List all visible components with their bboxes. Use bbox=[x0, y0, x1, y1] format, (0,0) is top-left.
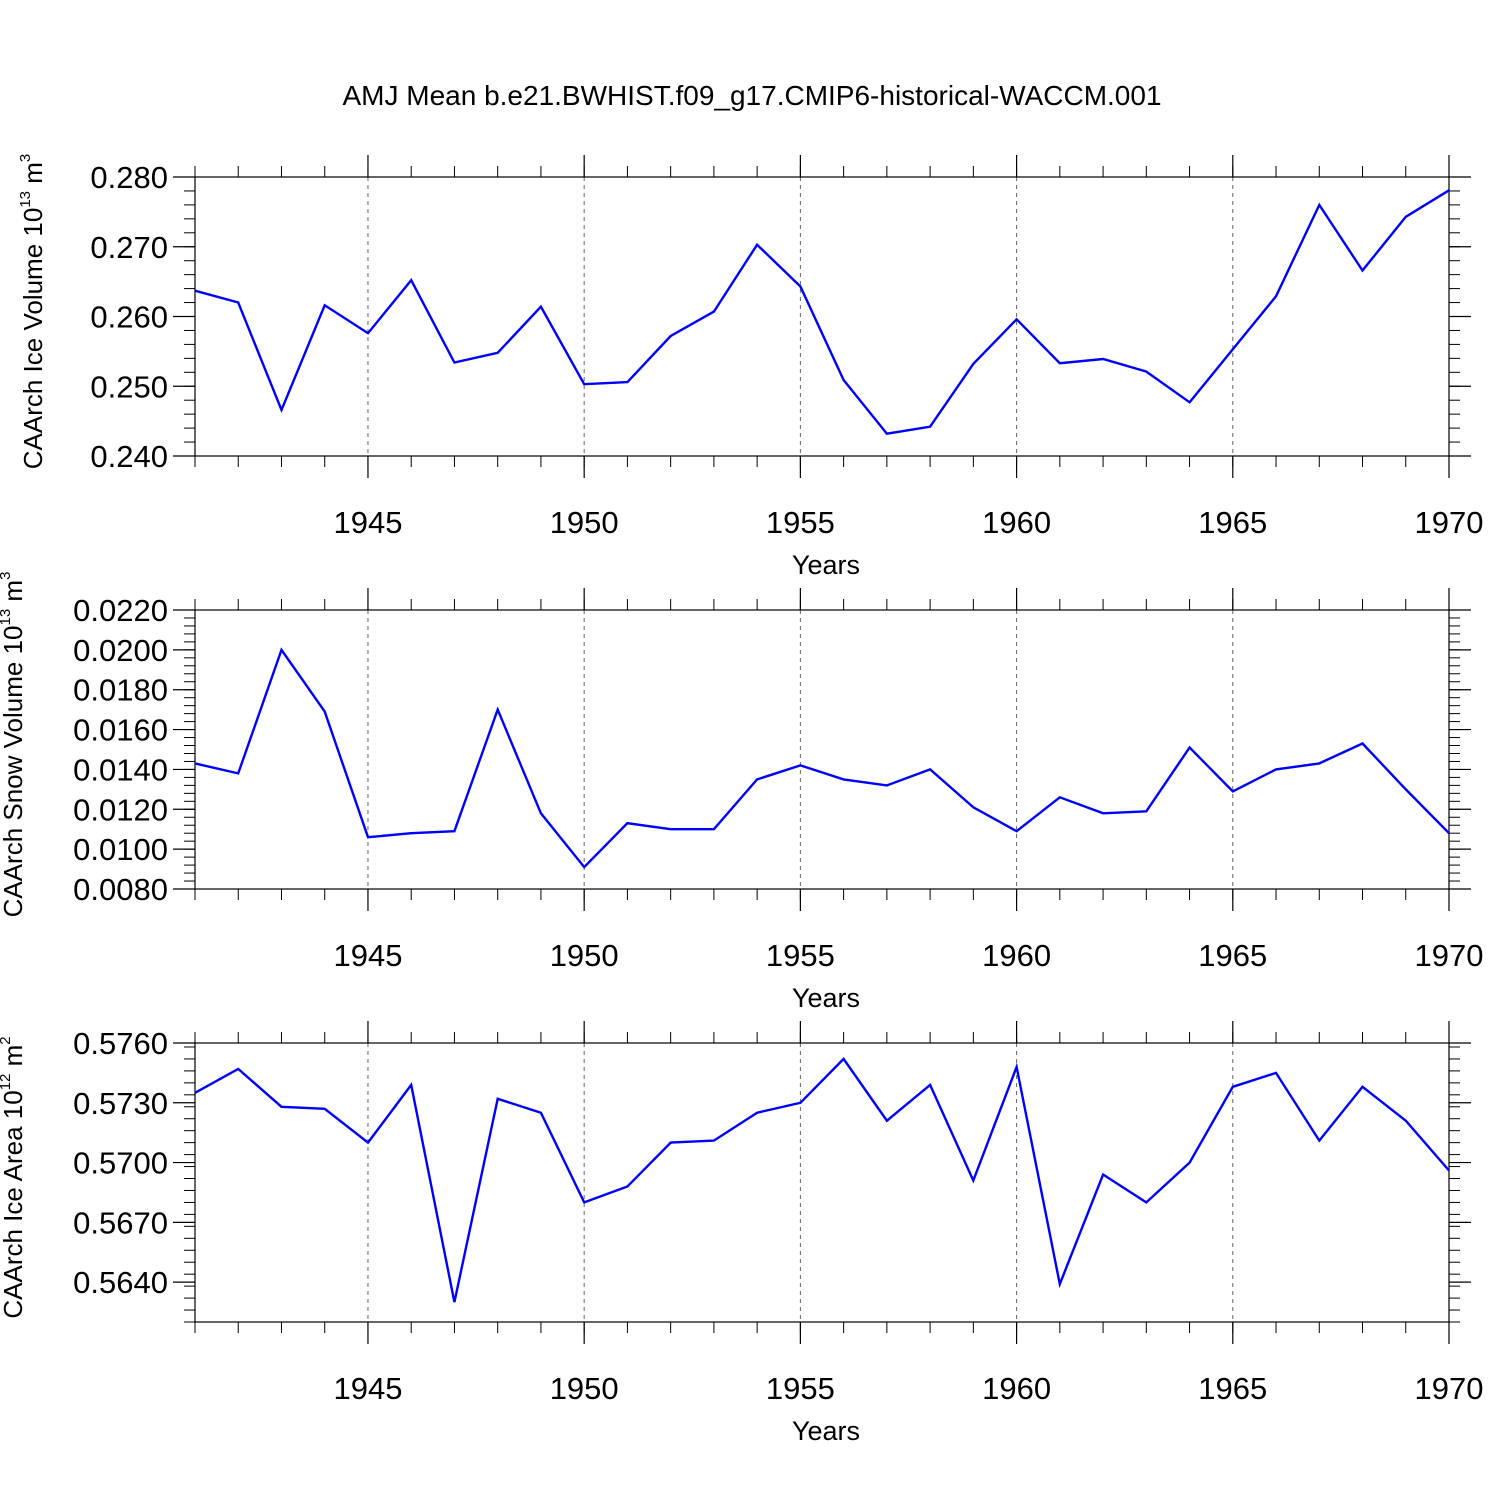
y-tick-label: 0.270 bbox=[90, 230, 168, 265]
y-tick-label: 0.0160 bbox=[73, 713, 168, 748]
y-axis-label: CAArch Snow Volume 1013 m3 bbox=[0, 572, 28, 918]
x-tick-label: 1945 bbox=[333, 505, 402, 540]
series-line bbox=[194, 189, 1450, 435]
x-tick-label: 1970 bbox=[1415, 1371, 1484, 1406]
y-tick-label: 0.5730 bbox=[73, 1086, 168, 1121]
x-tick-label: 1965 bbox=[1198, 505, 1267, 540]
y-tick-label: 0.250 bbox=[90, 369, 168, 404]
y-tick-label: 0.5670 bbox=[73, 1205, 168, 1240]
x-axis-label: Years bbox=[792, 1416, 860, 1446]
series-line bbox=[194, 647, 1450, 869]
x-tick-label: 1960 bbox=[982, 938, 1051, 973]
y-tick-label: 0.0080 bbox=[73, 872, 168, 907]
y-tick-label: 0.0140 bbox=[73, 752, 168, 787]
x-tick-label: 1955 bbox=[766, 1371, 835, 1406]
x-tick-label: 1950 bbox=[550, 505, 619, 540]
figure-title: AMJ Mean b.e21.BWHIST.f09_g17.CMIP6-hist… bbox=[342, 80, 1161, 111]
x-tick-label: 1955 bbox=[766, 938, 835, 973]
y-axis-label: CAArch Ice Area 1012 m2 bbox=[0, 1036, 28, 1318]
y-tick-label: 0.0220 bbox=[73, 593, 168, 628]
panel-1: 1945 1950 1955 1960 1965 1970 0.240 0.250 0.260 0… bbox=[17, 154, 1483, 580]
y-tick-label: 0.0100 bbox=[73, 832, 168, 867]
x-axis-label: Years bbox=[792, 983, 860, 1013]
y-tick-label: 0.260 bbox=[90, 300, 168, 335]
y-tick-label: 0.0200 bbox=[73, 633, 168, 668]
y-tick-label: 0.240 bbox=[90, 439, 168, 474]
panels: 1945 1950 1955 1960 1965 1970 0.240 0.250 0.260 0… bbox=[0, 154, 1483, 1446]
x-tick-label: 1945 bbox=[333, 938, 402, 973]
plot-frame bbox=[194, 1042, 1450, 1323]
x-tick-label: 1960 bbox=[982, 1371, 1051, 1406]
panel-3: 1945 1950 1955 1960 1965 1970 0.5640 0.5670 0.57… bbox=[0, 1021, 1483, 1446]
x-tick-label: 1960 bbox=[982, 505, 1051, 540]
y-tick-label: 0.5700 bbox=[73, 1146, 168, 1181]
x-tick-label: 1950 bbox=[550, 1371, 619, 1406]
x-tick-label: 1970 bbox=[1415, 505, 1484, 540]
x-tick-label: 1965 bbox=[1198, 938, 1267, 973]
y-tick-label: 0.0180 bbox=[73, 673, 168, 708]
y-tick-label: 0.0120 bbox=[73, 792, 168, 827]
x-tick-label: 1970 bbox=[1415, 938, 1484, 973]
series-line bbox=[194, 1057, 1450, 1303]
y-tick-label: 0.5760 bbox=[73, 1026, 168, 1061]
plot-frame bbox=[194, 609, 1450, 890]
y-tick-label: 0.5640 bbox=[73, 1265, 168, 1300]
plot-frame bbox=[194, 176, 1450, 457]
x-tick-label: 1945 bbox=[333, 1371, 402, 1406]
y-tick-label: 0.280 bbox=[90, 160, 168, 195]
panel-2: 1945 1950 1955 1960 1965 1970 0.0080 0.0100 0.01… bbox=[0, 572, 1483, 1013]
x-tick-label: 1955 bbox=[766, 505, 835, 540]
y-axis-label: CAArch Ice Volume 1013 m3 bbox=[17, 154, 48, 470]
x-tick-label: 1950 bbox=[550, 938, 619, 973]
x-tick-label: 1965 bbox=[1198, 1371, 1267, 1406]
x-axis-label: Years bbox=[792, 550, 860, 580]
